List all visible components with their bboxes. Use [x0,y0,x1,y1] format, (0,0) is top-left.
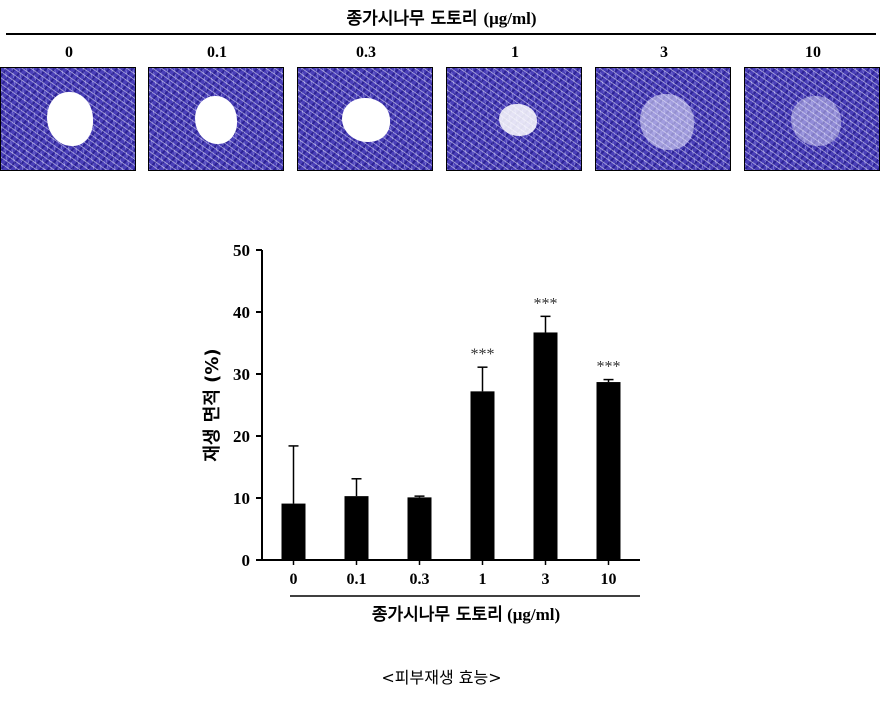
bar-0 [281,503,306,560]
micrograph-label-0.3: 0.3 [356,44,376,61]
x-tick-label-10: 10 [601,571,617,588]
bar-0.3 [407,497,432,560]
x-axis-label-main: 종가시나무 도토리 [372,605,503,625]
y-tick-label: 30 [233,365,250,384]
micrograph-image-1 [446,67,582,171]
wound-gap [342,98,390,142]
y-tick-label: 10 [233,489,250,508]
wound-gap [195,96,237,144]
micrograph-label-10: 10 [805,44,821,61]
wound-gap [499,104,537,136]
wound-gap [640,94,694,150]
x-axis-label: 종가시나무 도토리 (μg/ml) [372,605,560,625]
x-axis-label-unit: (μg/ml) [507,605,560,624]
wound-gap [791,96,841,146]
bar-3 [533,332,558,560]
significance-mark-3: *** [534,295,558,312]
x-tick-label-0: 0 [290,571,298,588]
y-tick-label: 40 [233,303,250,322]
bar-0.1 [344,496,369,560]
micrograph-title-unit: (μg/ml) [483,9,537,28]
y-tick-label: 50 [233,241,250,260]
micrograph-image-0 [0,67,136,171]
y-tick-label: 20 [233,427,250,446]
micrograph-image-10 [744,67,880,171]
bar-10 [596,382,621,560]
x-tick-label-1: 1 [479,571,487,588]
micrograph-label-3: 3 [660,44,668,61]
y-axis-label: 재생 면적 (%) [202,348,223,461]
micrograph-image-0.3 [297,67,433,171]
y-tick-label: 0 [242,551,251,570]
significance-mark-1: *** [471,346,495,363]
significance-mark-10: *** [597,359,621,376]
figure-caption: <피부재생 효능> [381,668,502,687]
micrograph-label-0: 0 [65,44,73,61]
wound-gap [47,92,93,146]
title-rule [6,33,876,35]
micrograph-image-0.1 [148,67,284,171]
micrograph-label-1: 1 [511,44,519,61]
x-tick-label-0.3: 0.3 [410,571,430,588]
x-tick-label-0.1: 0.1 [347,571,367,588]
micrograph-title-main: 종가시나무 도토리 [346,9,478,29]
x-tick-label-3: 3 [542,571,550,588]
micrograph-label-0.1: 0.1 [207,44,227,61]
micrograph-image-3 [595,67,731,171]
bar-1 [470,391,495,560]
micrograph-title: 종가시나무 도토리 (μg/ml) [0,4,883,29]
